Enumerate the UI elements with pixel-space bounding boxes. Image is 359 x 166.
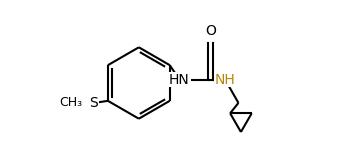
Text: O: O (205, 24, 216, 38)
Text: HN: HN (169, 73, 190, 87)
Text: NH: NH (215, 73, 236, 87)
Text: CH₃: CH₃ (59, 96, 82, 109)
Text: S: S (90, 96, 98, 110)
